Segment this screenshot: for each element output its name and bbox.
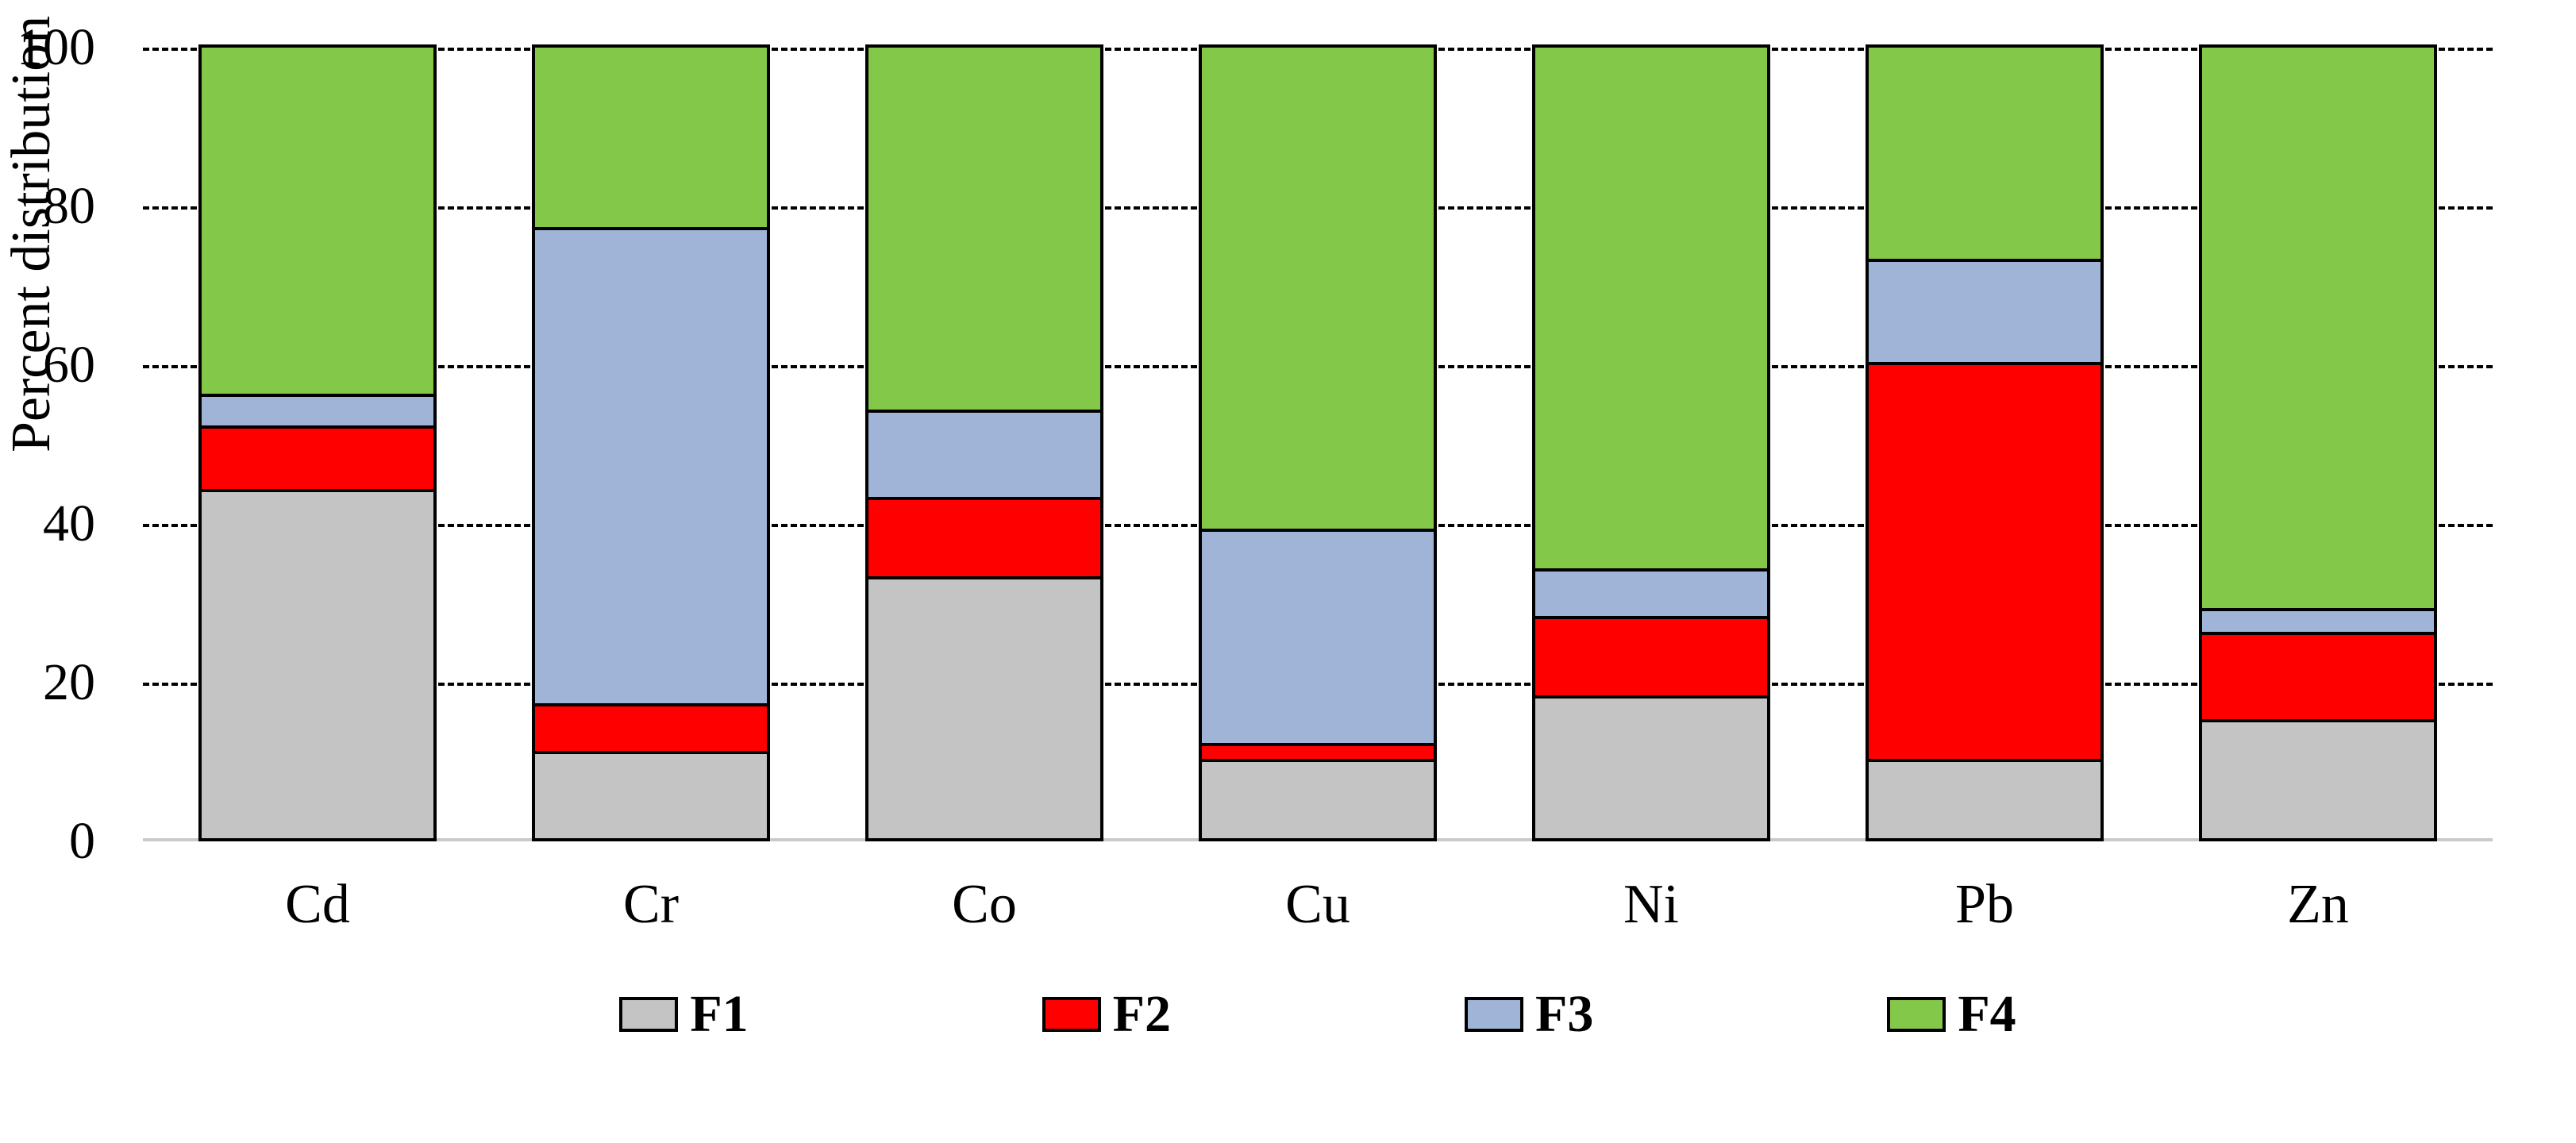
- legend-label-F4: F4: [1958, 984, 2016, 1045]
- bar-seg-Zn-F3: [2199, 608, 2437, 635]
- bar-seg-Cr-F2: [532, 703, 770, 754]
- legend-label-F1: F1: [690, 984, 748, 1045]
- bar-seg-Zn-F4: [2199, 44, 2437, 611]
- y-tick-100: 100: [16, 17, 95, 78]
- bar-seg-Co-F2: [865, 497, 1103, 579]
- bar-seg-Cr-F3: [532, 227, 770, 706]
- bar-seg-Ni-F2: [1532, 616, 1770, 698]
- bar-Ni: [1532, 48, 1770, 841]
- legend-swatch-F4: [1887, 997, 1946, 1032]
- bar-seg-Ni-F1: [1532, 695, 1770, 841]
- x-tick-Cd: Cd: [198, 873, 437, 937]
- legend-label-F2: F2: [1113, 984, 1171, 1045]
- bar-seg-Pb-F3: [1866, 259, 2104, 365]
- legend-label-F3: F3: [1535, 984, 1593, 1045]
- bar-Cu: [1199, 48, 1437, 841]
- bar-seg-Pb-F1: [1866, 759, 2104, 841]
- bar-seg-Pb-F4: [1866, 44, 2104, 262]
- legend-swatch-F2: [1042, 997, 1101, 1032]
- legend-item-F1: F1: [619, 984, 748, 1045]
- y-tick-60: 60: [16, 335, 95, 395]
- bar-seg-Cr-F1: [532, 751, 770, 841]
- y-tick-0: 0: [16, 811, 95, 872]
- legend: F1 F2 F3 F4: [143, 984, 2493, 1045]
- bar-seg-Co-F1: [865, 576, 1103, 841]
- y-tick-80: 80: [16, 176, 95, 237]
- bar-Pb: [1866, 48, 2104, 841]
- x-tick-Ni: Ni: [1532, 873, 1770, 937]
- bar-seg-Cd-F2: [198, 425, 437, 492]
- bar-seg-Cd-F3: [198, 394, 437, 429]
- legend-item-F4: F4: [1887, 984, 2016, 1045]
- bar-seg-Ni-F3: [1532, 568, 1770, 619]
- x-tick-Zn: Zn: [2199, 873, 2437, 937]
- bar-Zn: [2199, 48, 2437, 841]
- x-tick-Cr: Cr: [532, 873, 770, 937]
- y-tick-20: 20: [16, 652, 95, 713]
- bar-seg-Ni-F4: [1532, 44, 1770, 572]
- chart-container: Percent distribution (%) 020406080100 Cd…: [111, 32, 2524, 1127]
- bar-seg-Cu-F1: [1199, 759, 1437, 841]
- bar-seg-Zn-F2: [2199, 632, 2437, 722]
- legend-item-F3: F3: [1465, 984, 1593, 1045]
- bar-seg-Co-F4: [865, 44, 1103, 413]
- bar-seg-Zn-F1: [2199, 719, 2437, 841]
- legend-swatch-F3: [1465, 997, 1523, 1032]
- legend-item-F2: F2: [1042, 984, 1171, 1045]
- bar-seg-Cr-F4: [532, 44, 770, 230]
- x-tick-Pb: Pb: [1866, 873, 2104, 937]
- bar-seg-Cd-F4: [198, 44, 437, 397]
- bar-Cr: [532, 48, 770, 841]
- bar-seg-Pb-F2: [1866, 362, 2104, 762]
- bar-seg-Cd-F1: [198, 489, 437, 841]
- bar-seg-Co-F3: [865, 410, 1103, 500]
- y-tick-40: 40: [16, 494, 95, 554]
- bar-seg-Cu-F3: [1199, 529, 1437, 746]
- legend-swatch-F1: [619, 997, 678, 1032]
- x-tick-Cu: Cu: [1199, 873, 1437, 937]
- bar-seg-Cu-F4: [1199, 44, 1437, 532]
- bar-Cd: [198, 48, 437, 841]
- bar-Co: [865, 48, 1103, 841]
- plot-area: [143, 48, 2493, 841]
- x-tick-Co: Co: [865, 873, 1103, 937]
